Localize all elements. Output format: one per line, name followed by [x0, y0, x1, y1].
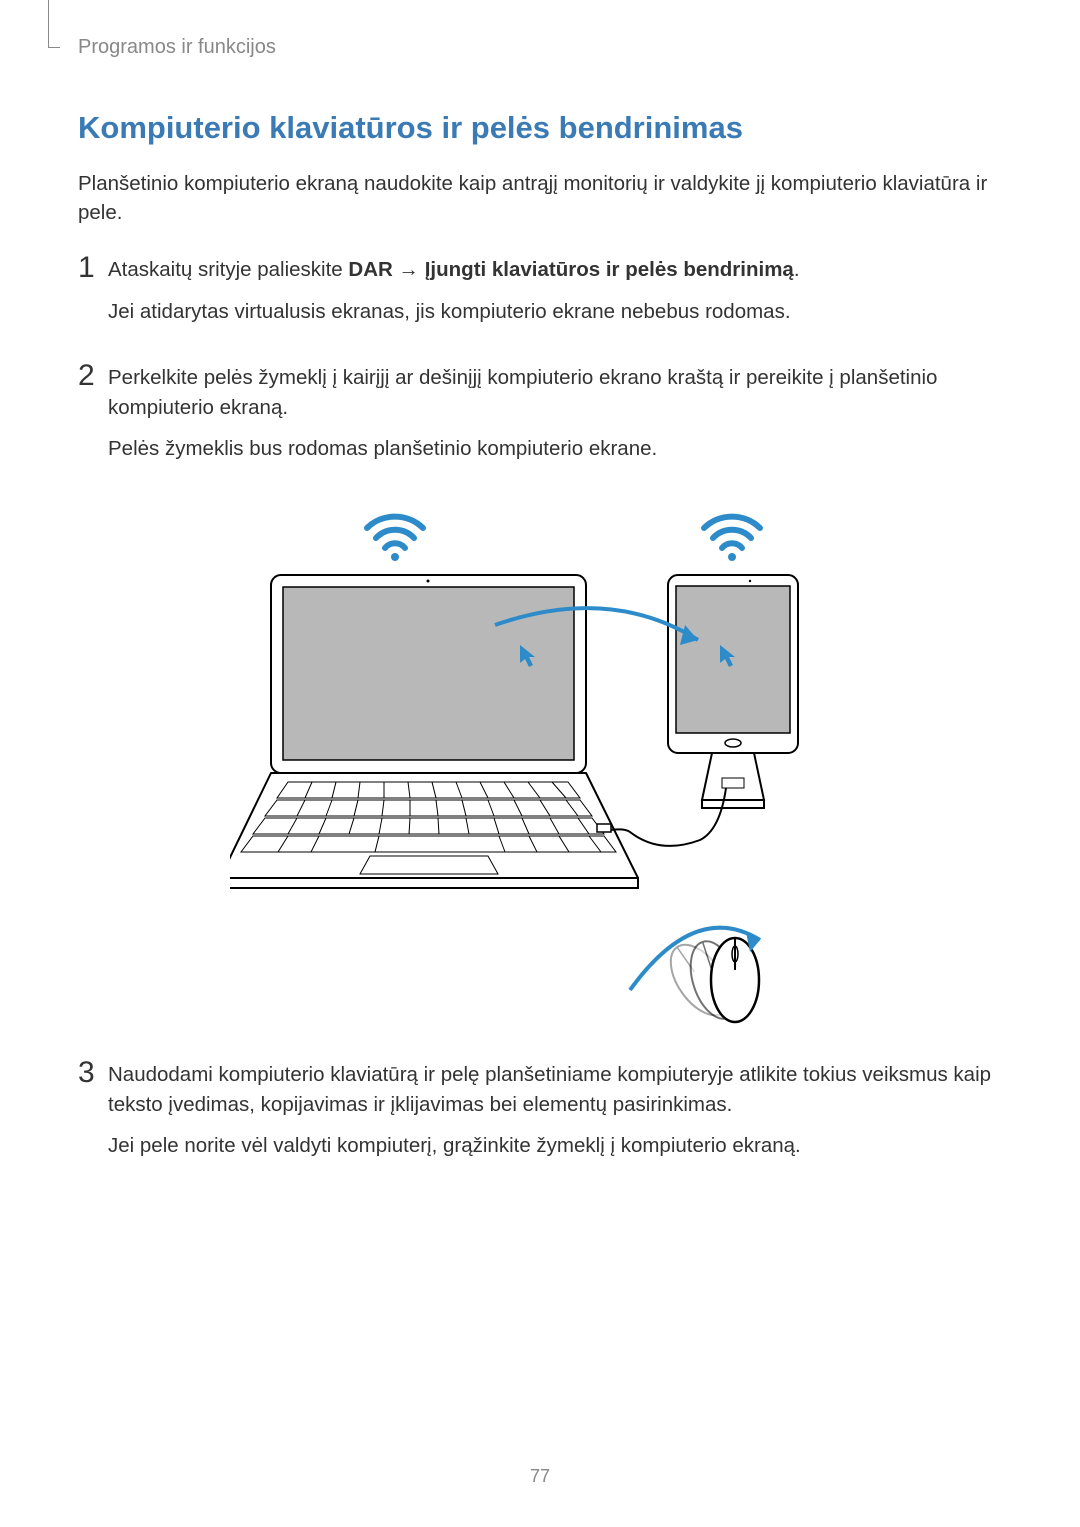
step-3-line-1: Naudodami kompiuterio klaviatūrą ir pelę… [108, 1060, 1002, 1119]
step-body: Perkelkite pelės žymeklį į kairįjį ar de… [108, 363, 1002, 476]
breadcrumb: Programos ir funkcijos [78, 36, 276, 59]
laptop-tablet-diagram [230, 500, 850, 1030]
page-tab-marker [48, 0, 60, 48]
step-body: Ataskaitų srityje palieskite DAR → Įjung… [108, 255, 1002, 338]
step-2-line-2: Pelės žymeklis bus rodomas planšetinio k… [108, 434, 1002, 464]
tablet-icon [668, 575, 798, 808]
wifi-icon [367, 517, 423, 561]
step-1-line-2: Jei atidarytas virtualusis ekranas, jis … [108, 297, 1002, 327]
step-number: 2 [78, 361, 108, 391]
step-1: 1 Ataskaitų srityje palieskite DAR → Įju… [78, 255, 1002, 338]
step-body: Naudodami kompiuterio klaviatūrą ir pelę… [108, 1060, 1002, 1173]
step-3: 3 Naudodami kompiuterio klaviatūrą ir pe… [78, 1060, 1002, 1173]
laptop-icon [230, 575, 638, 888]
step-number: 1 [78, 253, 108, 283]
mouse-icon [630, 928, 760, 1026]
wifi-icon [704, 517, 760, 561]
step-2-line-1: Perkelkite pelės žymeklį į kairįjį ar de… [108, 363, 1002, 422]
page-content: Kompiuterio klaviatūros ir pelės bendrin… [78, 110, 1002, 1197]
diagram-container [78, 500, 1002, 1030]
step-1-line-1: Ataskaitų srityje palieskite DAR → Įjung… [108, 255, 1002, 285]
page-number: 77 [0, 1466, 1080, 1487]
section-heading: Kompiuterio klaviatūros ir pelės bendrin… [78, 110, 1002, 146]
step-3-line-2: Jei pele norite vėl valdyti kompiuterį, … [108, 1131, 1002, 1161]
intro-paragraph: Planšetinio kompiuterio ekraną naudokite… [78, 170, 1002, 227]
step-2: 2 Perkelkite pelės žymeklį į kairįjį ar … [78, 363, 1002, 476]
step-number: 3 [78, 1058, 108, 1088]
